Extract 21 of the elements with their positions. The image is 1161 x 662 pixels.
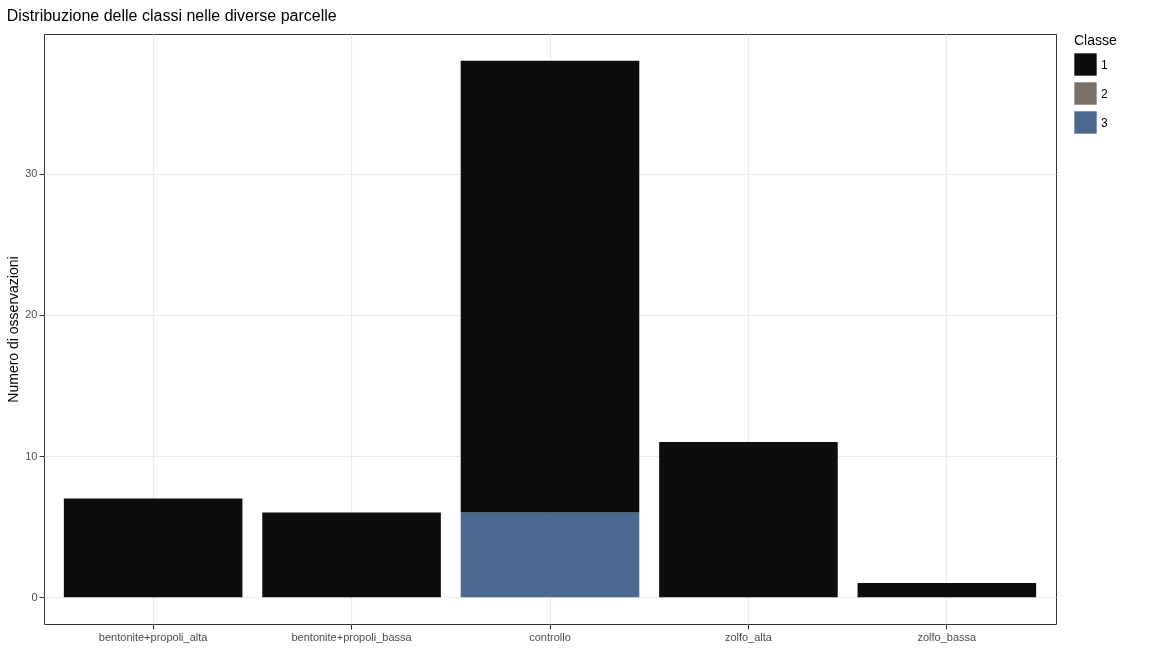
- legend-title: Classe: [1074, 32, 1118, 48]
- legend-label: 3: [1101, 115, 1108, 130]
- legend-label: 2: [1101, 86, 1108, 101]
- y-axis-title: Numero di osservazioni: [5, 256, 22, 403]
- x-tick-label: bentonite+propoli_alta: [98, 630, 209, 643]
- y-tick-label: 30: [25, 167, 38, 180]
- x-tick-label: zolfo_alta: [724, 630, 773, 643]
- x-tick-label: zolfo_bassa: [917, 630, 978, 643]
- bar: [857, 583, 1037, 598]
- bar: [659, 441, 838, 598]
- y-tick-label: 0: [31, 590, 38, 603]
- bar: [460, 512, 640, 598]
- bar: [460, 60, 640, 513]
- x-tick-label: controllo: [529, 630, 571, 643]
- bar: [63, 498, 243, 598]
- y-tick-label: 10: [25, 449, 38, 462]
- x-tick-label: bentonite+propoli_bassa: [291, 630, 413, 643]
- chart-title: Distribuzione delle classi nelle diverse parcelle: [6, 7, 337, 24]
- bar: [262, 512, 441, 598]
- legend-label: 1: [1101, 57, 1108, 72]
- y-tick-label: 20: [25, 308, 38, 321]
